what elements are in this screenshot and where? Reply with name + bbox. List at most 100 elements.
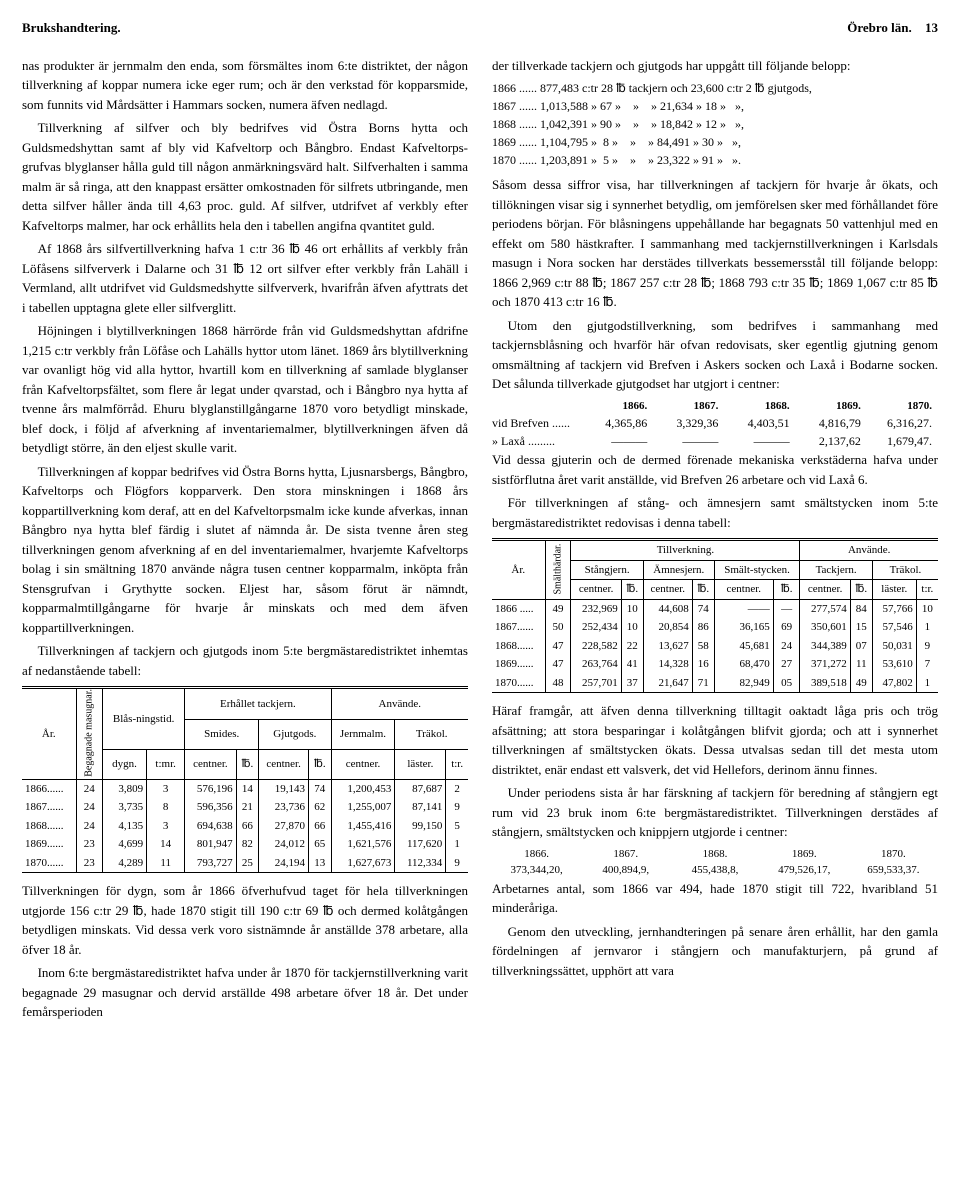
table-row: 1866 .....49232,9691044,60874———277,5748…: [492, 599, 938, 618]
para: der tillverkade tackjern och gjutgods ha…: [492, 56, 938, 76]
table-row: 1869......47263,7644114,3281668,47027371…: [492, 655, 938, 674]
para: Tillverkning af silfver och bly bedrifve…: [22, 118, 468, 235]
centner-year: 1868.: [670, 846, 759, 863]
series-year: 1866.: [582, 398, 653, 415]
series-year: 1868.: [724, 398, 795, 415]
th-begagnade: Begagnade masugnar.: [76, 688, 102, 780]
th-tt: ℔.: [773, 580, 800, 600]
series-year: 1867.: [653, 398, 724, 415]
th-centner: centner.: [571, 580, 621, 600]
page-header: Brukshandtering. Örebro län. 13: [22, 18, 938, 38]
para: Utom den gjutgodstillverkning, som bedri…: [492, 316, 938, 394]
centner-value: 659,533,37.: [849, 862, 938, 879]
th-erhallet: Erhållet tackjern.: [185, 688, 331, 720]
th-amnesjern: Ämnesjern.: [643, 560, 714, 580]
para: Tillverkningen för dygn, som år 1866 öfv…: [22, 881, 468, 959]
para: Tillverkningen af koppar bedrifves vid Ö…: [22, 462, 468, 638]
th-tmr: t:mr.: [147, 749, 185, 779]
centner-year-labels: 1866.1867.1868.1869.1870.: [492, 846, 938, 863]
para: Häraf framgår, att äfven denna tillverkn…: [492, 701, 938, 779]
para: Af 1868 års silfvertillverkning hafva 1 …: [22, 239, 468, 317]
table-row: 1870......234,28911793,7272524,194131,62…: [22, 854, 468, 873]
series-year: 1869.: [796, 398, 867, 415]
th-tt: ℔.: [850, 580, 872, 600]
th-centner: centner.: [331, 749, 395, 779]
table-row: 1869......234,69914801,9478224,012651,62…: [22, 835, 468, 854]
header-left: Brukshandtering.: [22, 18, 121, 38]
content-columns: nas produkter är jernmalm den enda, som …: [22, 56, 938, 1026]
belopp-line: 1869 ...... 1,104,795 » 8 » » » 84,491 »…: [492, 133, 938, 151]
th-laster: läster.: [872, 580, 916, 600]
header-title: Örebro län.: [847, 20, 912, 35]
th-trakol: Träkol.: [872, 560, 938, 580]
para: Såsom dessa siffror visa, har tillverkni…: [492, 175, 938, 312]
para: Genom den utveckling, jernhandteringen p…: [492, 922, 938, 981]
th-dygn: dygn.: [103, 749, 147, 779]
left-column: nas produkter är jernmalm den enda, som …: [22, 56, 468, 1026]
centner-value: 455,438,8,: [670, 862, 759, 879]
th-trakol: Träkol.: [395, 719, 468, 749]
para: Vid dessa gjuterin och de dermed förenad…: [492, 450, 938, 489]
centner-year: 1869.: [760, 846, 849, 863]
th-centner: centner.: [643, 580, 692, 600]
th-ar: År.: [492, 540, 545, 600]
th-tt: ℔.: [621, 580, 643, 600]
th-gjutgods: Gjutgods.: [259, 719, 331, 749]
th-anvande: Använde.: [800, 540, 938, 561]
centner-year: 1870.: [849, 846, 938, 863]
th-tt: ℔.: [309, 749, 332, 779]
th-stangjern: Stångjern.: [571, 560, 643, 580]
belopp-list: 1866 ...... 877,483 c:tr 28 ℔ tackjern o…: [492, 79, 938, 169]
belopp-line: 1868 ...... 1,042,391 » 90 » » » 18,842 …: [492, 115, 938, 133]
table-stangjern-amnesjern: År. Smälthärdar. Tillverkning. Använde. …: [492, 538, 938, 693]
table-row: 1866......243,8093576,1961419,143741,200…: [22, 779, 468, 798]
centner-value: 479,526,17,: [760, 862, 849, 879]
th-centner: centner.: [259, 749, 309, 779]
table-row: 1867......50252,4341020,8548636,16569350…: [492, 618, 938, 637]
centner-values: 373,344,20,400,894,9,455,438,8,479,526,1…: [492, 862, 938, 879]
series-year: 1870.: [867, 398, 938, 415]
centner-value: 373,344,20,: [492, 862, 581, 879]
th-centner: centner.: [714, 580, 773, 600]
series-rows: vid Brefven ......4,365,863,329,364,403,…: [492, 414, 938, 450]
th-tt: ℔.: [236, 749, 259, 779]
centner-year: 1866.: [492, 846, 581, 863]
header-right: Örebro län. 13: [837, 18, 938, 38]
page-number: 13: [925, 20, 938, 35]
table-row: 1867......243,7358596,3562123,736621,255…: [22, 798, 468, 817]
th-centner: centner.: [800, 580, 850, 600]
table-row: 1868......47228,5822213,6275845,68124344…: [492, 637, 938, 656]
th-blasningstid: Blås-ningstid.: [103, 688, 185, 750]
th-jernmalm: Jernmalm.: [331, 719, 395, 749]
th-tackjern: Tackjern.: [800, 560, 872, 580]
para: Tillverkningen af tackjern och gjutgods …: [22, 641, 468, 680]
table-row: 1870......48257,7013721,6477182,94905389…: [492, 674, 938, 693]
th-smaltstycken: Smält-stycken.: [714, 560, 800, 580]
belopp-line: 1866 ...... 877,483 c:tr 28 ℔ tackjern o…: [492, 79, 938, 97]
th-smides: Smides.: [185, 719, 259, 749]
para: För tillverkningen af stång- och ämnesje…: [492, 493, 938, 532]
th-tillverkning: Tillverkning.: [571, 540, 800, 561]
th-tr: t:r.: [446, 749, 468, 779]
para: Höjningen i blytillverkningen 1868 härrö…: [22, 321, 468, 458]
th-laster: läster.: [395, 749, 446, 779]
centner-value: 400,894,9,: [581, 862, 670, 879]
para: nas produkter är jernmalm den enda, som …: [22, 56, 468, 115]
th-smalthardar: Smälthärdar.: [545, 540, 571, 600]
belopp-line: 1867 ...... 1,013,588 » 67 » » » 21,634 …: [492, 97, 938, 115]
table-row: 1868......244,1353694,6386627,870661,455…: [22, 817, 468, 836]
series-line: vid Brefven ......4,365,863,329,364,403,…: [492, 414, 938, 432]
th-centner: centner.: [185, 749, 236, 779]
th-tt: ℔.: [692, 580, 714, 600]
th-ar: År.: [22, 688, 76, 780]
table-tackjern-gjutgods: År. Begagnade masugnar. Blås-ningstid. E…: [22, 686, 468, 873]
th-anvande: Använde.: [331, 688, 468, 720]
centner-year: 1867.: [581, 846, 670, 863]
para: Arbetarnes antal, som 1866 var 494, hade…: [492, 879, 938, 918]
belopp-line: 1870 ...... 1,203,891 » 5 » » » 23,322 »…: [492, 151, 938, 169]
series-line: » Laxå .........—————————2,137,621,679,4…: [492, 432, 938, 450]
para: Under periodens sista år har färskning a…: [492, 783, 938, 842]
para: Inom 6:te bergmästaredistriktet hafva un…: [22, 963, 468, 1022]
series-year-labels: 1866.1867.1868.1869.1870.: [492, 398, 938, 415]
th-tr: t:r.: [916, 580, 938, 600]
